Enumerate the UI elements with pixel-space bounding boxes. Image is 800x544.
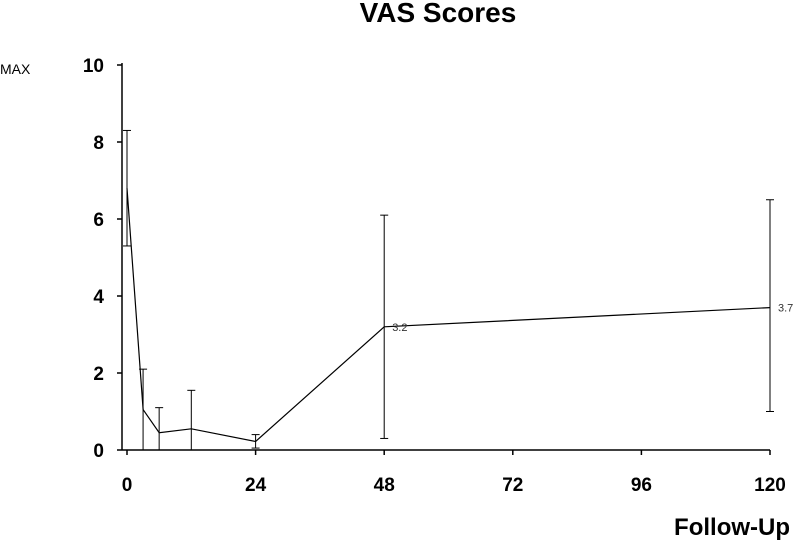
x-tick-label: 0 <box>122 475 133 496</box>
x-tick-label: 120 <box>754 475 786 496</box>
data-label: 3.7 <box>778 303 793 315</box>
x-tick-label: 48 <box>374 475 395 496</box>
y-tick-label: 4 <box>93 287 104 308</box>
error-bar <box>187 389 196 451</box>
x-tick-label: 72 <box>502 475 523 496</box>
x-ticks: 0 24 48 72 96 120 <box>122 450 786 496</box>
data-labels: 3.2 3.7 <box>392 303 793 334</box>
error-bar <box>155 407 164 451</box>
x-tick-label: 24 <box>245 475 267 496</box>
y-ticks: 0 2 4 6 8 10 <box>83 56 122 462</box>
y-tick-label: 6 <box>93 210 104 231</box>
y-max-label: MAX <box>0 61 31 77</box>
y-tick-label: 8 <box>93 133 104 154</box>
error-bars <box>123 129 774 451</box>
y-tick-label: 2 <box>93 364 104 385</box>
x-tick-label: 96 <box>631 475 652 496</box>
x-axis-label: Follow-Up <box>674 514 790 541</box>
y-tick-label: 0 <box>93 441 104 462</box>
error-bar <box>766 199 774 412</box>
chart-title: VAS Scores <box>360 0 517 28</box>
y-tick-label: 10 <box>83 56 104 77</box>
series-line <box>126 188 771 443</box>
data-label: 3.2 <box>392 322 407 334</box>
